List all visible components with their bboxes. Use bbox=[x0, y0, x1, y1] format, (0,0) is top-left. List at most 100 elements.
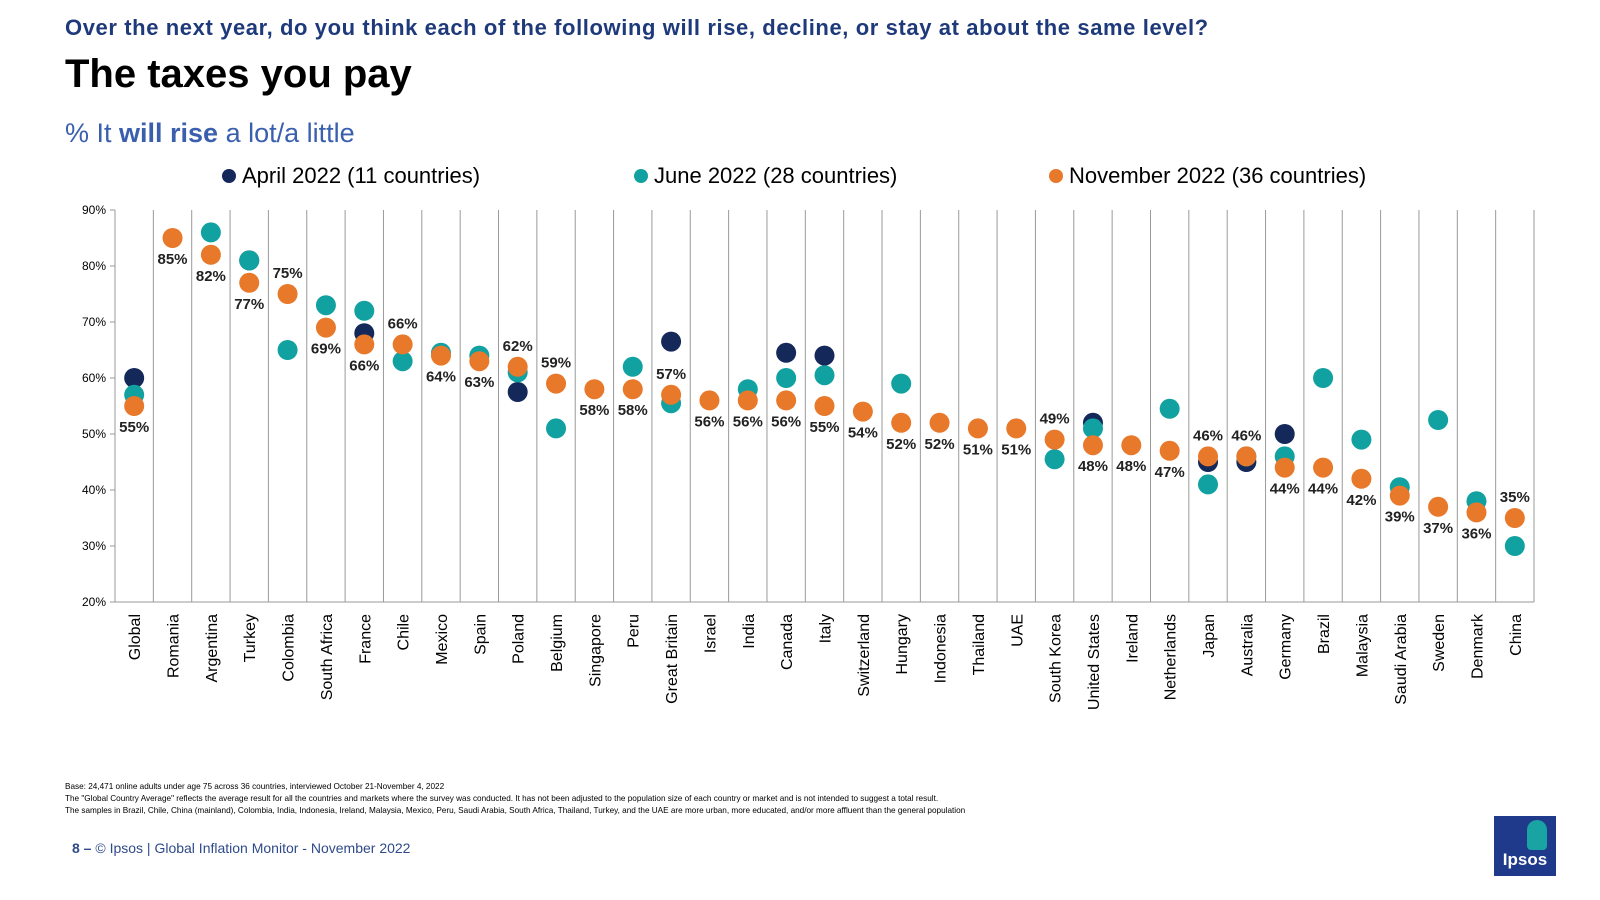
scatter-chart: 20% 30% 40% 50% 60% 70% 80% 90% Global Romania Arg… bbox=[82, 203, 1535, 710]
y-tick-label: 90% bbox=[82, 203, 106, 217]
data-label: 77% bbox=[234, 296, 264, 313]
data-label: 42% bbox=[1346, 492, 1376, 509]
data-label: 57% bbox=[656, 366, 686, 383]
dot-november bbox=[929, 412, 950, 433]
dot-november bbox=[891, 412, 912, 433]
dot-november bbox=[737, 390, 758, 411]
dot-november bbox=[1044, 429, 1065, 450]
subtitle-suffix: a lot/a little bbox=[218, 118, 355, 148]
footnote-average: The "Global Country Average" reflects th… bbox=[65, 794, 939, 803]
dot-november bbox=[699, 390, 720, 411]
dot-june bbox=[1428, 410, 1449, 430]
dot-november bbox=[1466, 502, 1487, 523]
dot-november bbox=[814, 396, 835, 416]
dot-june bbox=[200, 222, 221, 243]
footnote-base: Base: 24,471 online adults under age 75 … bbox=[65, 782, 445, 791]
category-label: Sweden bbox=[1431, 614, 1448, 672]
category-label: Poland bbox=[511, 614, 528, 664]
data-label: 46% bbox=[1193, 427, 1223, 444]
data-label: 58% bbox=[618, 402, 648, 419]
data-label: 48% bbox=[1116, 458, 1146, 475]
category-label: Israel bbox=[702, 614, 719, 653]
dot-november bbox=[315, 317, 336, 338]
dot-june bbox=[1159, 398, 1180, 419]
data-label: 52% bbox=[925, 436, 955, 453]
y-tick-label: 20% bbox=[82, 595, 106, 609]
category-label: Global bbox=[127, 614, 144, 660]
category-label: Mexico bbox=[434, 614, 451, 665]
category-label: Saudi Arabia bbox=[1393, 614, 1410, 705]
dot-november bbox=[852, 401, 873, 422]
dot-june bbox=[814, 365, 835, 386]
data-label: 36% bbox=[1461, 525, 1491, 542]
dot-april bbox=[507, 382, 528, 402]
category-label: Peru bbox=[626, 614, 643, 648]
category-label: Italy bbox=[818, 614, 835, 643]
dot-june bbox=[546, 418, 567, 439]
legend-label-june: June 2022 (28 countries) bbox=[654, 163, 898, 188]
category-label: Japan bbox=[1201, 614, 1218, 658]
y-tick-label: 50% bbox=[82, 427, 106, 441]
dot-june bbox=[1082, 418, 1103, 439]
data-label: 44% bbox=[1308, 481, 1338, 498]
category-label: Turkey bbox=[242, 614, 259, 662]
dot-june bbox=[239, 250, 260, 271]
data-label: 48% bbox=[1078, 458, 1108, 475]
data-label: 56% bbox=[733, 413, 763, 430]
dot-november bbox=[1428, 496, 1449, 517]
category-label: Thailand bbox=[971, 614, 988, 675]
chart-subtitle: % It will rise a lot/a little bbox=[65, 118, 355, 149]
data-label: 54% bbox=[848, 425, 878, 442]
data-label: 56% bbox=[771, 413, 801, 430]
footer: 8 – © Ipsos | Global Inflation Monitor -… bbox=[72, 840, 410, 856]
y-tick-label: 40% bbox=[82, 483, 106, 497]
footnote-samples: The samples in Brazil, Chile, China (mai… bbox=[65, 806, 966, 815]
dot-november bbox=[1389, 485, 1410, 506]
data-label: 51% bbox=[963, 441, 993, 458]
logo-text: Ipsos bbox=[1502, 850, 1548, 869]
legend-label-april: April 2022 (11 countries) bbox=[242, 163, 481, 188]
dot-november bbox=[354, 334, 375, 355]
dot-november bbox=[1236, 446, 1257, 467]
dot-november bbox=[162, 228, 183, 248]
data-label: 66% bbox=[388, 315, 418, 332]
data-label: 56% bbox=[694, 413, 724, 430]
dot-november bbox=[967, 418, 988, 439]
category-label: Romania bbox=[166, 614, 183, 678]
category-label: Argentina bbox=[204, 614, 221, 683]
legend-item-november: November 2022 (36 countries) bbox=[1049, 163, 1366, 189]
dot-april bbox=[1274, 424, 1295, 444]
category-label: Denmark bbox=[1469, 613, 1486, 679]
question-text: Over the next year, do you think each of… bbox=[65, 15, 1209, 40]
data-label: 52% bbox=[886, 436, 916, 453]
dot-june bbox=[1313, 368, 1334, 388]
data-label: 35% bbox=[1500, 489, 1530, 506]
legend-dot-june bbox=[634, 169, 648, 183]
dot-november bbox=[392, 334, 413, 355]
ipsos-logo: Ipsos bbox=[1494, 816, 1556, 876]
legend-dot-november bbox=[1049, 169, 1063, 183]
category-label: Australia bbox=[1239, 614, 1256, 676]
category-label: France bbox=[357, 614, 374, 664]
page-title: The taxes you pay bbox=[65, 52, 412, 96]
category-label: Malaysia bbox=[1354, 614, 1371, 677]
category-label: Hungary bbox=[894, 614, 911, 674]
data-label: 58% bbox=[579, 402, 609, 419]
category-label: Colombia bbox=[281, 614, 298, 682]
data-label: 64% bbox=[426, 369, 456, 386]
legend-item-june: June 2022 (28 countries) bbox=[634, 163, 897, 189]
subtitle-prefix: % It bbox=[65, 118, 120, 148]
category-label: China bbox=[1508, 614, 1525, 656]
data-label: 44% bbox=[1270, 481, 1300, 498]
dot-june bbox=[776, 368, 797, 388]
category-label: South Korea bbox=[1048, 614, 1065, 703]
category-label: Switzerland bbox=[856, 614, 873, 697]
dot-november bbox=[277, 284, 298, 304]
subtitle-bold: will rise bbox=[119, 118, 219, 148]
category-label: Indonesia bbox=[933, 614, 950, 683]
dot-november bbox=[1121, 435, 1142, 456]
dot-november bbox=[546, 373, 567, 394]
dot-june bbox=[1044, 449, 1065, 470]
category-label: Ireland bbox=[1124, 614, 1141, 663]
data-label: 46% bbox=[1231, 427, 1261, 444]
